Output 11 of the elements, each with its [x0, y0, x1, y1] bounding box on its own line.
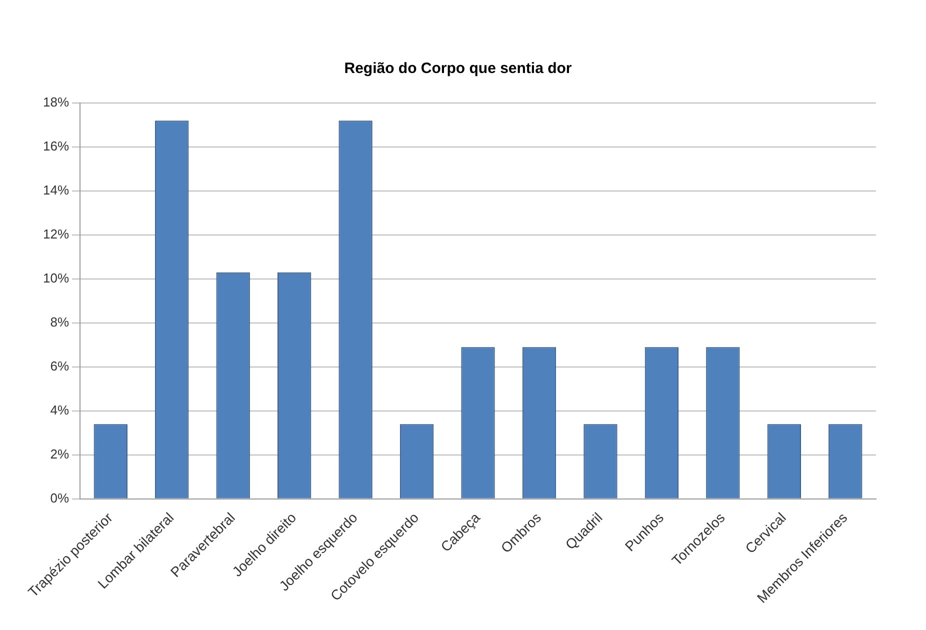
y-tick-label: 8% [50, 314, 70, 330]
y-tick-label: 14% [42, 182, 70, 198]
y-tick-label: 4% [50, 402, 70, 418]
y-tick-label: 18% [42, 94, 70, 110]
y-tick-label: 10% [42, 270, 70, 286]
y-tick-label: 12% [42, 226, 70, 242]
y-tick-label: 16% [42, 138, 70, 154]
y-tick-label: 2% [50, 446, 70, 462]
chart-title: Região do Corpo que sentia dor [344, 60, 572, 78]
y-tick-label: 0% [50, 490, 70, 506]
y-tick-label: 6% [50, 358, 70, 374]
